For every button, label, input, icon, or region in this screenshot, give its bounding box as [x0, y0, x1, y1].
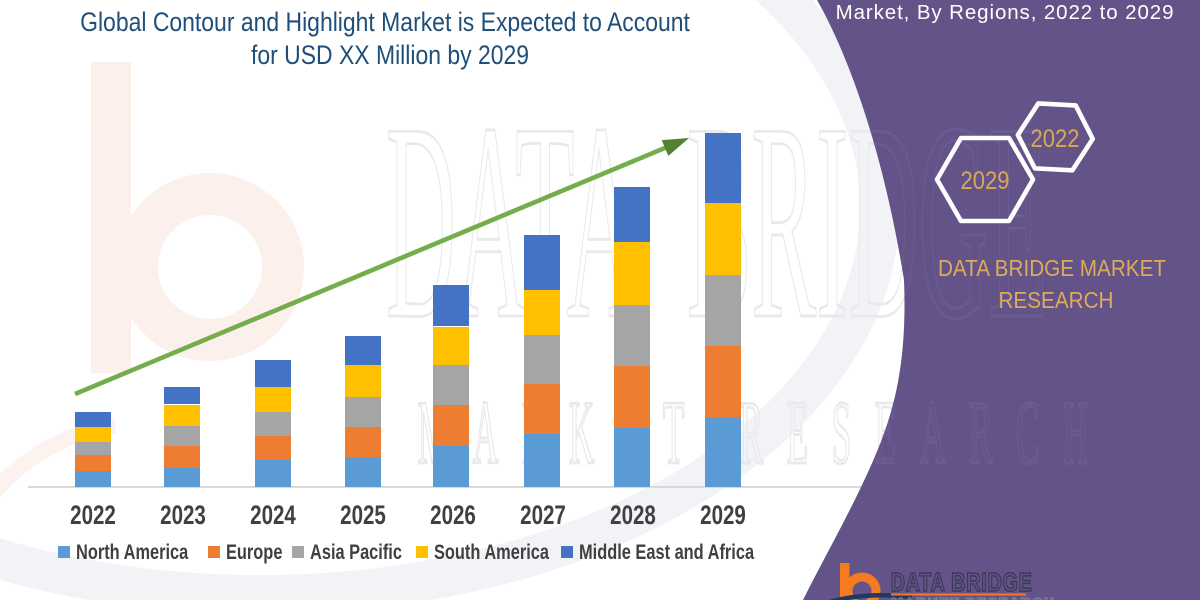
svg-text:MARKET RESEARCH: MARKET RESEARCH [891, 595, 1055, 600]
svg-text:DATA BRIDGE: DATA BRIDGE [891, 567, 1033, 596]
